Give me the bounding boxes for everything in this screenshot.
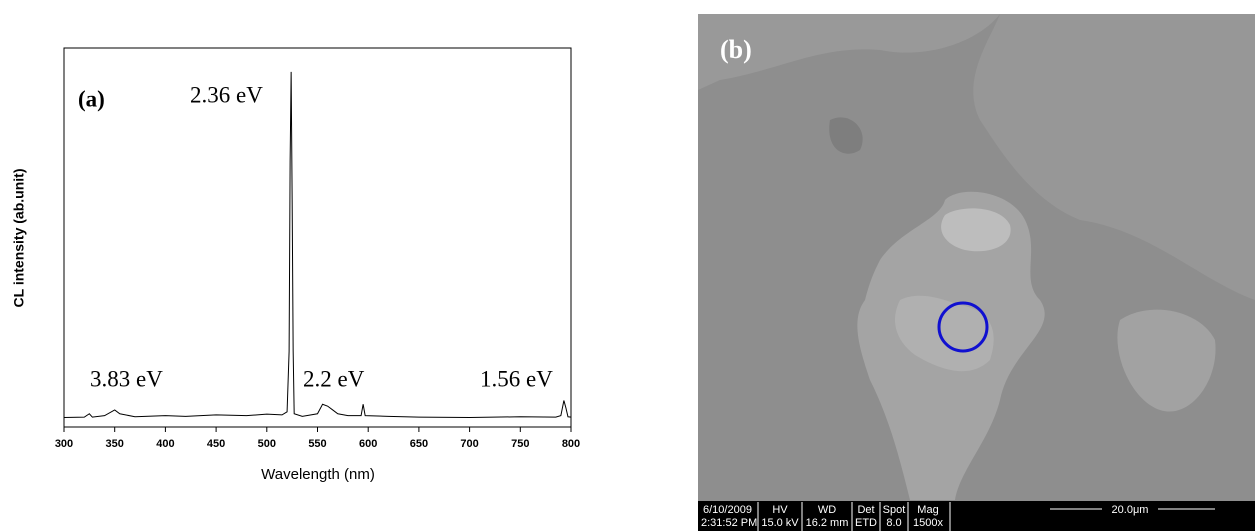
- highlight-circle: [937, 301, 989, 353]
- info-header: Mag: [917, 504, 938, 516]
- info-value: 15.0 kV: [761, 517, 799, 529]
- x-tick-label: 400: [156, 438, 174, 450]
- x-tick-label: 700: [460, 438, 478, 450]
- x-tick-label: 800: [562, 438, 580, 450]
- panel-label: (b): [720, 35, 752, 64]
- x-axis-title: Wavelength (nm): [261, 466, 375, 483]
- x-tick-label: 600: [359, 438, 377, 450]
- annotation: 3.83 eV: [90, 366, 163, 391]
- sem-grain: [1117, 309, 1216, 412]
- x-tick-label: 750: [511, 438, 529, 450]
- scale-bar-label: 20.0μm: [1112, 504, 1149, 516]
- x-tick-label: 550: [308, 438, 326, 450]
- annotation: 2.36 eV: [190, 82, 263, 107]
- info-bar: [698, 501, 1255, 531]
- info-date: 6/10/2009: [703, 504, 752, 516]
- annotation: 2.2 eV: [303, 366, 365, 391]
- x-tick-label: 450: [207, 438, 225, 450]
- info-value: 8.0: [886, 517, 901, 529]
- sem-region: [973, 14, 1255, 300]
- sem-dark-spot: [829, 117, 863, 154]
- info-time: 2:31:52 PM: [701, 517, 757, 529]
- x-tick-label: 650: [410, 438, 428, 450]
- spectrum-line: [63, 71, 572, 419]
- info-value: ETD: [855, 517, 877, 529]
- info-value: 1500x: [913, 517, 943, 529]
- y-axis-title: CL intensity (ab.unit): [11, 169, 27, 308]
- info-header: HV: [772, 504, 788, 516]
- scale-bar-gap: [1102, 502, 1158, 516]
- annotation: 1.56 eV: [480, 366, 553, 391]
- sem-grain: [941, 208, 1011, 252]
- info-header: Det: [857, 504, 874, 516]
- x-tick-label: 500: [258, 438, 276, 450]
- info-header: Spot: [883, 504, 906, 516]
- info-header: WD: [818, 504, 836, 516]
- x-tick-label: 350: [106, 438, 124, 450]
- x-tick-label: 300: [55, 438, 73, 450]
- annotation: (a): [78, 86, 105, 111]
- sem-region: [698, 14, 1000, 90]
- sem-grain: [895, 295, 994, 372]
- info-value: 16.2 mm: [806, 517, 849, 529]
